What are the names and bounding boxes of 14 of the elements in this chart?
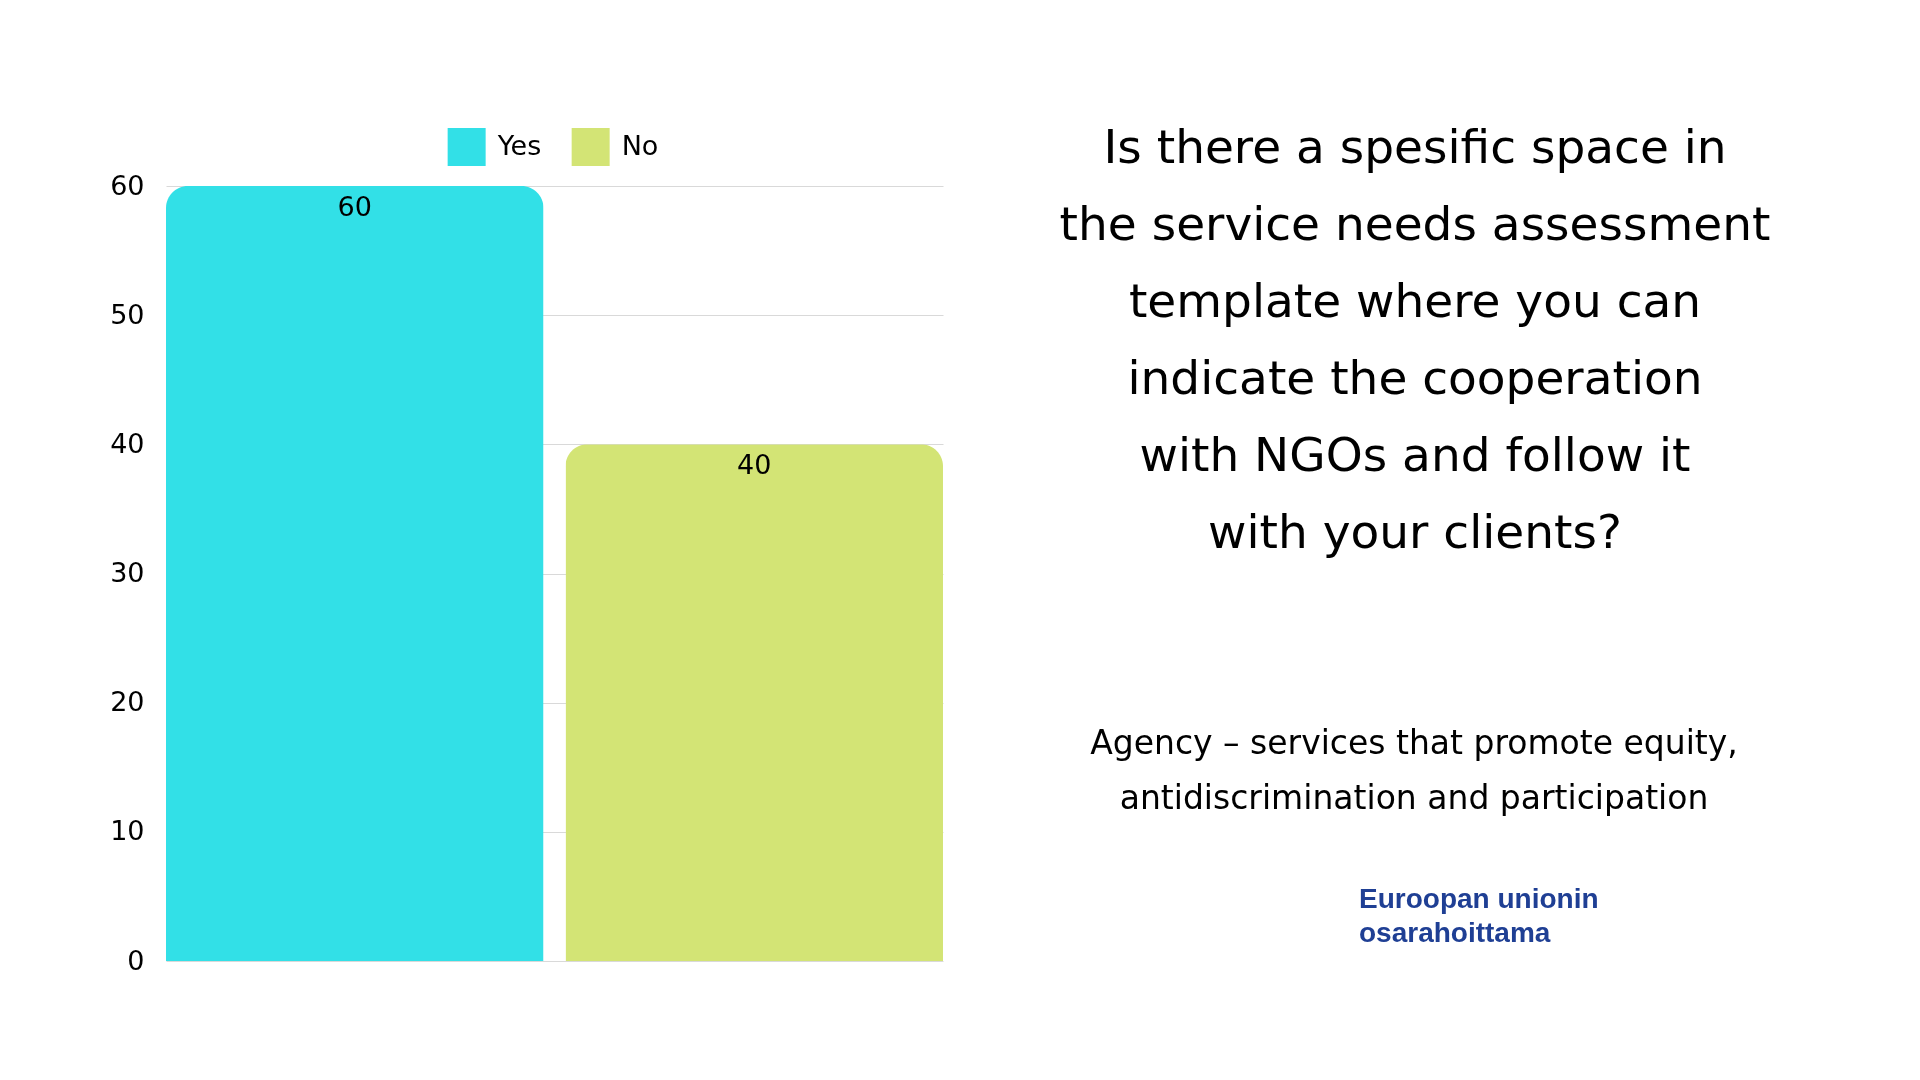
text: Is there a spesific space in the service needs assessment template where you can indicate the cooperation with NGOs and follow it with your clients? — [1059, 119, 1771, 559]
legend-label: Yes — [496, 130, 542, 161]
data-label: 60 — [337, 191, 372, 222]
y-tick-label: 0 — [127, 944, 145, 976]
text: Agency – services that promote equity, antidiscrimination and participation — [1090, 723, 1738, 817]
y-tick-label: 10 — [110, 815, 145, 847]
y-tick-label: 40 — [110, 427, 145, 459]
text: Euroopan unionin osarahoittama — [1359, 883, 1599, 948]
y-tick-label: 50 — [110, 298, 145, 330]
legend-label: No — [621, 130, 659, 161]
y-tick-label: 30 — [110, 557, 145, 588]
data-label: 40 — [737, 449, 772, 481]
y-tick-label: 60 — [110, 169, 145, 201]
y-tick-label: 20 — [110, 686, 145, 718]
